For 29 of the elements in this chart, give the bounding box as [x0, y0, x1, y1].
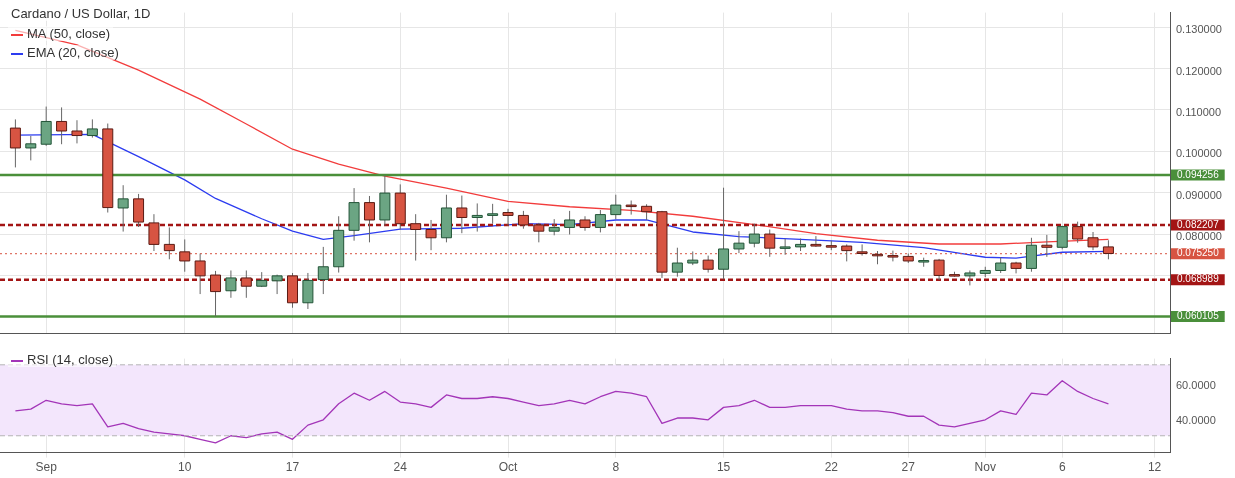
ref-line-label: 0.068989	[1177, 273, 1220, 285]
x-tick-label: 6	[1058, 460, 1066, 475]
ref-line-label: 0.082207	[1177, 218, 1220, 230]
x-tick-label: 17	[285, 460, 300, 475]
x-tick-label: 22	[824, 460, 839, 475]
ref-line-label: 0.075250	[1177, 247, 1220, 259]
y-tick-label: 0.100000	[1176, 147, 1222, 160]
ref-line-label: 0.094256	[1177, 168, 1220, 180]
x-tick-label: Nov	[974, 460, 996, 475]
x-tick-label: 10	[178, 460, 192, 475]
legend-label: EMA (20, close)	[27, 45, 119, 60]
y-tick-label: 0.080000	[1176, 230, 1222, 243]
x-tick-label: 24	[393, 460, 408, 475]
y-tick-label: 0.110000	[1176, 105, 1222, 118]
y-tick-label: 0.090000	[1176, 188, 1222, 201]
legend-label: RSI (14, close)	[27, 352, 113, 367]
x-tick-label: 15	[716, 460, 731, 475]
x-tick-label: Oct	[498, 460, 519, 475]
x-tick-label: 27	[901, 460, 916, 475]
legend-label: MA (50, close)	[27, 26, 111, 41]
chart-title: Cardano / US Dollar, 1D	[8, 6, 154, 21]
ref-line-label: 0.060105	[1177, 310, 1220, 322]
x-tick-label: 12	[1147, 460, 1162, 475]
x-tick-label: 8	[612, 460, 620, 475]
y-tick-label: 60.0000	[1176, 378, 1216, 391]
y-tick-label: 0.120000	[1176, 64, 1222, 77]
y-tick-label: 40.0000	[1176, 414, 1216, 427]
y-tick-label: 0.130000	[1176, 23, 1222, 36]
x-tick-label: Sep	[35, 460, 58, 475]
